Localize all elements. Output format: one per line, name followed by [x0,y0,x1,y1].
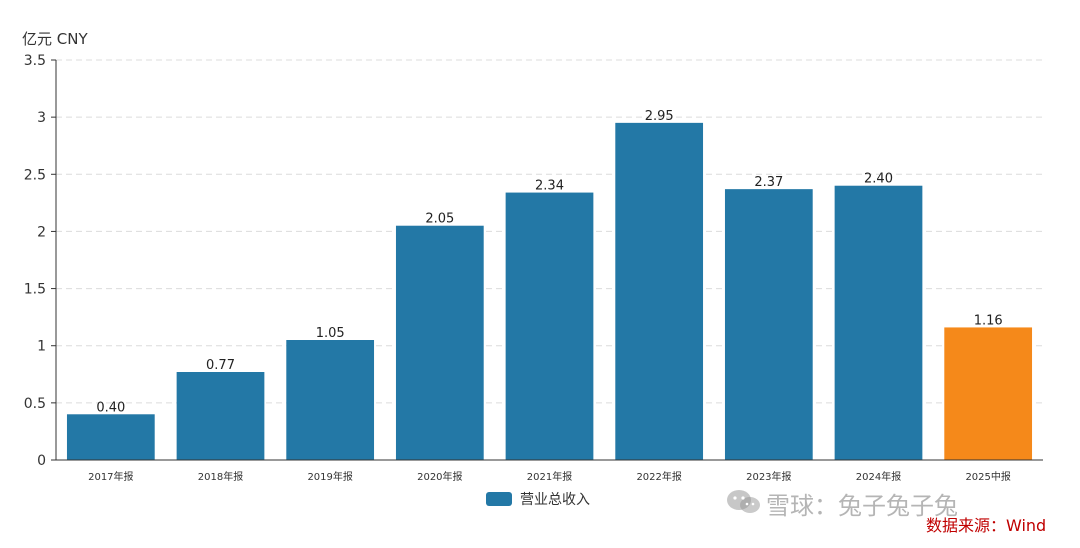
y-tick-label: 0 [37,453,46,469]
y-tick-label: 1.5 [24,282,46,298]
x-tick-label: 2023年报 [746,470,791,483]
value-labels: 0.40 0.77 1.05 2.05 2.34 2.95 2.37 2.40 1.16 [96,109,1002,415]
bar-2022年报[interactable] [615,122,704,460]
x-tick-label: 2018年报 [198,470,243,483]
bar-2023年报[interactable] [724,189,813,460]
bar-2021年报[interactable] [505,192,594,461]
y-tick-label: 0.5 [24,396,46,412]
value-label: 2.40 [864,172,893,187]
y-tick-label: 2 [37,224,46,240]
value-label: 1.16 [974,313,1003,328]
x-tick-label: 2017年报 [88,470,133,483]
legend-label: 营业总收入 [520,492,590,508]
x-tick-label: 2019年报 [307,470,352,483]
value-label: 2.95 [645,109,674,124]
x-axis-ticks: 2017年报 2018年报 2019年报 2020年报 2021年报 2022年报 2023… [88,470,1011,483]
y-tick-label: 3.5 [24,53,46,69]
y-tick-label: 3 [37,110,46,126]
y-tick-label: 2.5 [24,167,46,183]
value-label: 2.05 [425,212,454,227]
watermark-text: 雪球：兔子兔子兔 [766,492,958,520]
x-tick-label: 2021年报 [527,470,572,483]
bar-2020年报[interactable] [395,225,484,460]
bar-2018年报[interactable] [176,372,265,460]
wechat-icon [727,490,760,513]
x-tick-label: 2022年报 [636,470,681,483]
bar-2019年报[interactable] [286,340,375,460]
y-tick-label: 1 [37,339,46,355]
value-label: 1.05 [316,326,345,341]
bars [66,122,1033,461]
legend-swatch [486,492,512,506]
y-axis-unit-label: 亿元 CNY [22,30,88,48]
data-source-label: 数据来源：Wind [926,516,1047,535]
bar-2017年报[interactable] [66,414,155,460]
x-tick-label: 2025中报 [965,470,1010,483]
bar-2024年报[interactable] [834,185,923,460]
x-tick-label: 2020年报 [417,470,462,483]
value-label: 0.40 [96,400,125,415]
value-label: 2.37 [754,175,783,190]
y-axis-ticks: 0 0.5 1 1.5 2 2.5 3 3.5 [24,53,56,469]
value-label: 2.34 [535,179,564,194]
value-label: 0.77 [206,358,235,373]
bar-2025中报[interactable] [944,327,1033,460]
x-tick-label: 2024年报 [856,470,901,483]
legend[interactable]: 营业总收入 [486,489,590,509]
